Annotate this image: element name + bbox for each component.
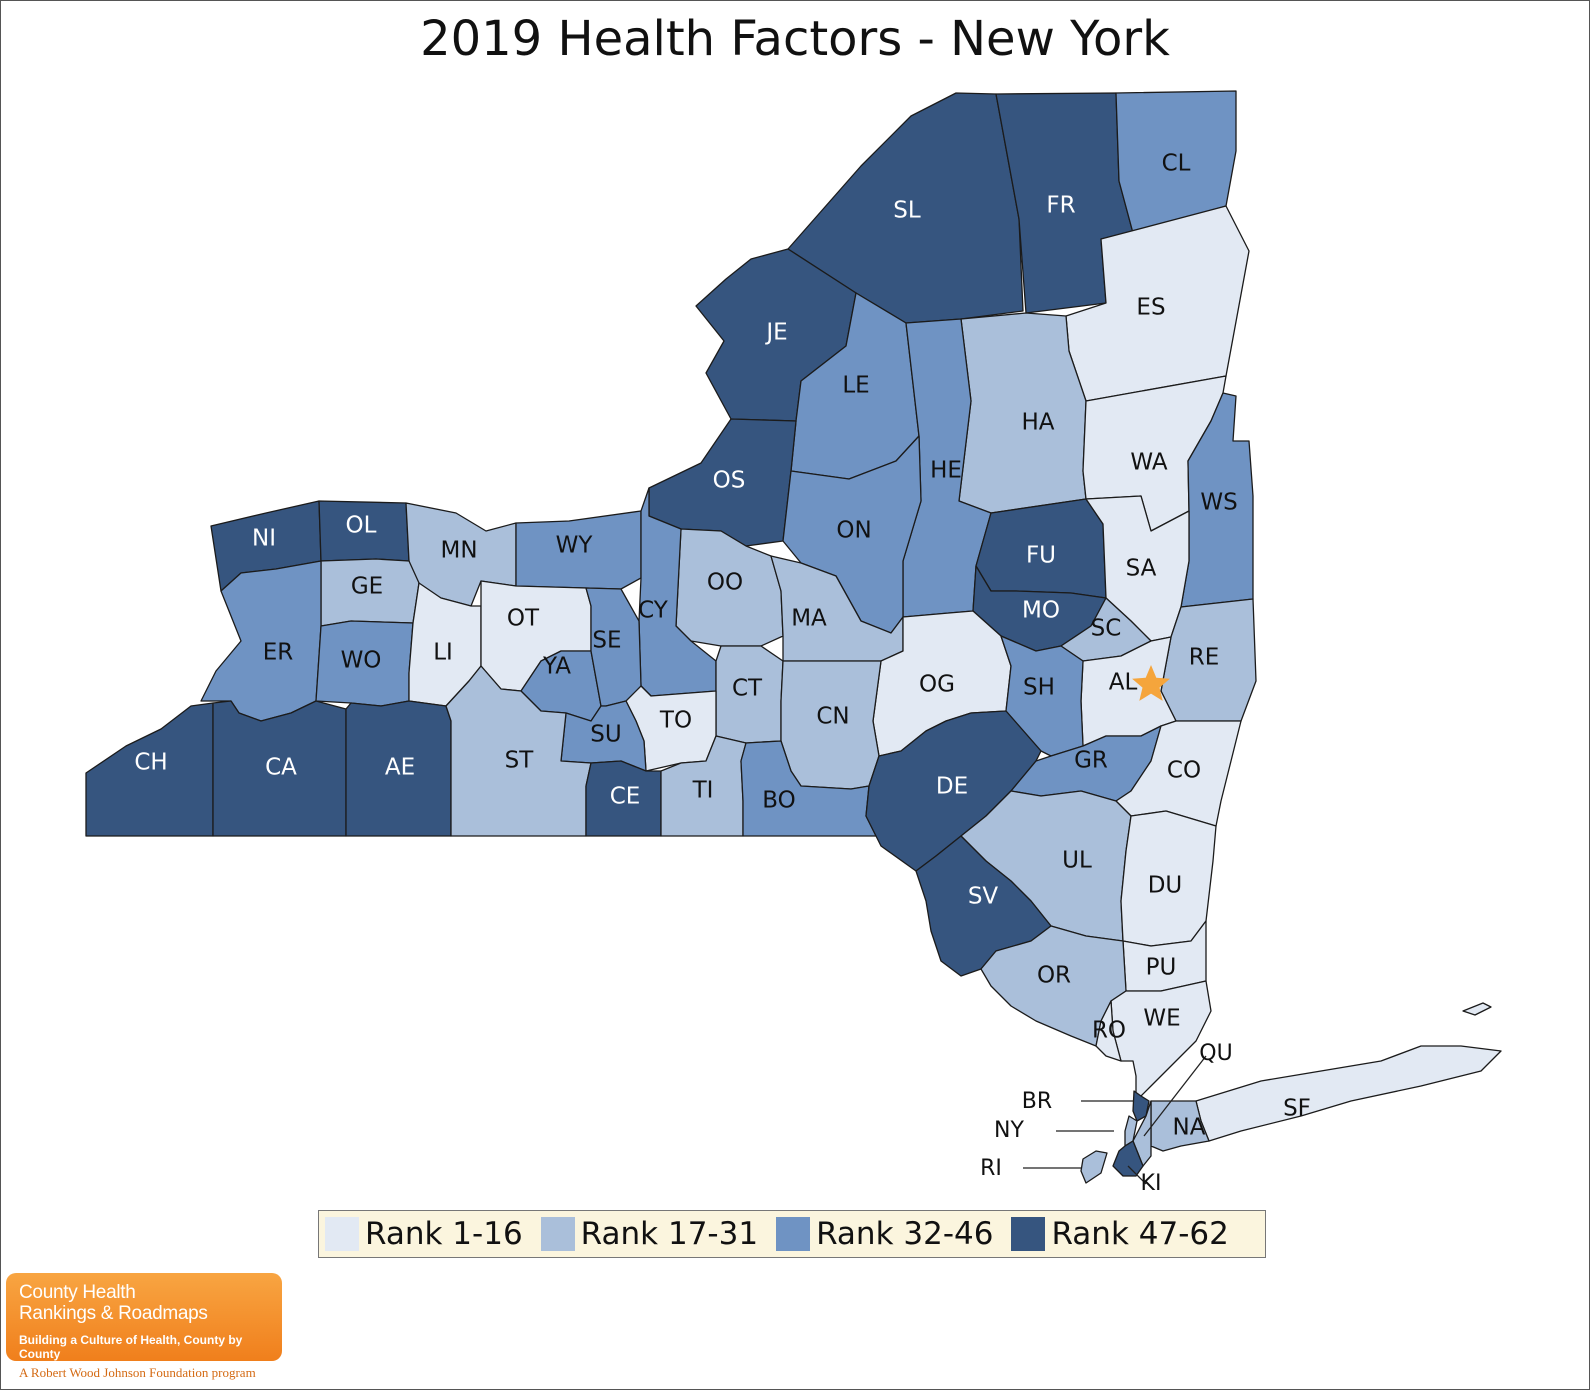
county-label-he: HE <box>930 458 962 484</box>
county-label-je: JE <box>764 320 787 346</box>
county-label-co: CO <box>1167 758 1201 784</box>
county-label-al: AL <box>1109 670 1138 696</box>
county-label-ni: NI <box>252 526 276 552</box>
county-label-de: DE <box>936 774 968 800</box>
county-label-le: LE <box>842 373 869 399</box>
county-label-ch: CH <box>134 750 167 776</box>
county-label-sf: SF <box>1283 1096 1311 1122</box>
county-label-ct: CT <box>732 676 763 702</box>
legend-label: Rank 47-62 <box>1051 1216 1229 1252</box>
county-label-ul: UL <box>1062 848 1092 874</box>
county-label-we: WE <box>1143 1006 1180 1032</box>
county-label-na: NA <box>1173 1115 1206 1141</box>
county-label-to: TO <box>659 708 692 734</box>
legend-swatch <box>776 1217 811 1251</box>
county-label-qu: QU <box>1199 1041 1232 1066</box>
county-ro <box>1095 1000 1122 1062</box>
callout-leaders <box>1023 1055 1207 1185</box>
county-label-wo: WO <box>341 648 382 674</box>
county-er <box>200 560 322 722</box>
county-label-ti: TI <box>692 778 714 804</box>
county-label-ws: WS <box>1200 490 1237 516</box>
county-label-on: ON <box>836 518 871 544</box>
legend-item-3: Rank 32-46 <box>776 1216 993 1252</box>
logo-line-1: County Health <box>19 1282 136 1303</box>
county-sf-island <box>1462 1002 1492 1016</box>
county-label-ya: YA <box>542 654 571 680</box>
legend-label: Rank 32-46 <box>816 1216 994 1252</box>
county-label-gr: GR <box>1074 748 1108 774</box>
county-label-ot: OT <box>507 606 540 632</box>
county-label-sc: SC <box>1091 616 1122 642</box>
county-label-cl: CL <box>1162 151 1191 177</box>
county-label-wy: WY <box>556 533 594 559</box>
chrr-logo: County Health Rankings & Roadmaps Buildi… <box>6 1273 282 1361</box>
county-label-sv: SV <box>968 884 999 910</box>
county-label-bo: BO <box>762 788 795 814</box>
logo-tagline: Building a Culture of Health, County by … <box>19 1333 243 1361</box>
county-label-oo: OO <box>707 570 743 596</box>
legend-swatch <box>540 1217 575 1251</box>
legend-label: Rank 1-16 <box>365 1216 523 1252</box>
county-ri <box>1080 1150 1108 1184</box>
legend-item-2: Rank 17-31 <box>540 1216 759 1252</box>
county-label-mn: MN <box>440 538 477 564</box>
county-label-og: OG <box>919 672 955 698</box>
county-label-ae: AE <box>385 755 415 781</box>
county-label-re: RE <box>1189 645 1220 671</box>
county-label-ki: KI <box>1141 1171 1162 1196</box>
county-label-sa: SA <box>1126 556 1157 582</box>
county-label-sl: SL <box>893 198 921 224</box>
legend-swatch <box>1011 1217 1046 1251</box>
star-icon <box>1132 665 1170 701</box>
legend-swatch <box>325 1217 359 1251</box>
county-label-cy: CY <box>638 598 669 624</box>
county-label-ri: RI <box>980 1156 1002 1181</box>
county-label-su: SU <box>590 722 621 748</box>
county-label-es: ES <box>1136 295 1165 321</box>
county-label-ma: MA <box>791 606 827 632</box>
county-label-pu: PU <box>1146 955 1177 981</box>
county-label-li: LI <box>433 640 453 666</box>
legend-label: Rank 17-31 <box>580 1216 759 1252</box>
county-ce <box>585 760 662 837</box>
county-label-se: SE <box>592 628 621 654</box>
county-label-wa: WA <box>1130 450 1167 476</box>
county-label-br: BR <box>1022 1089 1052 1114</box>
legend-item-1: Rank 1-16 <box>325 1216 523 1252</box>
county-sf <box>1195 1045 1502 1142</box>
county-ki <box>1112 1140 1144 1177</box>
ny-county-map: SL FR CL JE LE ES HA HE WA WS OS ON NI OL MN WY FU SA GE OO… <box>85 90 1502 1196</box>
county-label-cn: CN <box>816 704 849 730</box>
county-label-du: DU <box>1148 873 1183 899</box>
county-label-er: ER <box>263 640 294 666</box>
county-label-ol: OL <box>346 513 377 539</box>
county-label-or: OR <box>1037 963 1071 989</box>
rwjf-footer: A Robert Wood Johnson Foundation program <box>19 1365 256 1380</box>
county-label-ge: GE <box>351 574 383 600</box>
county-label-ca: CA <box>265 755 297 781</box>
map-title: 2019 Health Factors - New York <box>420 11 1170 67</box>
county-label-st: ST <box>505 748 535 774</box>
county-label-mo: MO <box>1022 598 1060 624</box>
legend-item-4: Rank 47-62 <box>1011 1216 1229 1252</box>
county-label-ce: CE <box>610 784 641 810</box>
county-label-fu: FU <box>1026 543 1056 569</box>
county-label-sh: SH <box>1023 675 1055 701</box>
county-label-ny: NY <box>994 1118 1024 1143</box>
county-label-ha: HA <box>1021 410 1054 436</box>
county-ca <box>212 700 347 837</box>
county-label-os: OS <box>713 468 746 494</box>
legend: Rank 1-16 Rank 17-31 Rank 32-46 Rank 47-62 <box>318 1210 1266 1258</box>
county-label-ro: RO <box>1092 1018 1126 1044</box>
logo-line-2: Rankings & Roadmaps <box>19 1303 208 1324</box>
county-label-fr: FR <box>1046 193 1075 219</box>
